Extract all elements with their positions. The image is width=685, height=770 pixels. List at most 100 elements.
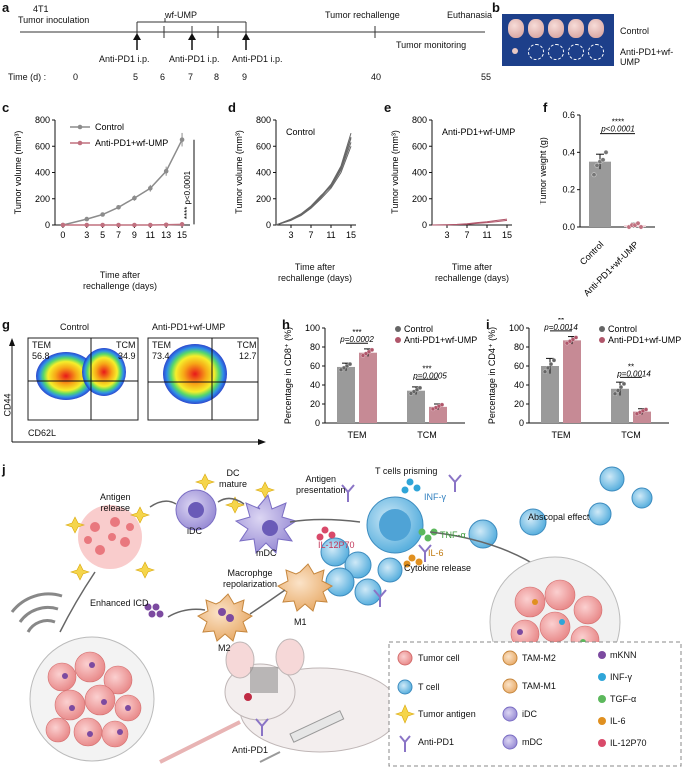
mdc-cell: [234, 493, 298, 555]
panel-f-label: f: [543, 100, 548, 115]
legend-t-cell: T cell: [418, 682, 440, 692]
legend-marker: [395, 337, 401, 343]
flow-title-treated: Anti-PD1+wf-UMP: [152, 322, 226, 332]
y-tick-label: 800: [412, 115, 427, 125]
legend-idc: iDC: [522, 709, 537, 719]
individual-curve: [275, 146, 352, 226]
panel-h-label: h: [282, 317, 290, 332]
text-macrophage: Macrophge repolarization: [223, 568, 278, 589]
legend-mdc: mDC: [522, 737, 543, 747]
flow-plot-treated: [147, 337, 259, 421]
chart-title: Anti-PD1+wf-UMP: [442, 127, 515, 137]
data-point: [84, 216, 90, 222]
event-euthanasia: Euthanasia: [447, 10, 493, 20]
legend-icons: [395, 650, 606, 752]
panel-g-label: g: [2, 317, 10, 332]
text-m1: M1: [294, 617, 307, 627]
data-point: [60, 222, 66, 228]
legend-anti-pd1: Anti-PD1: [418, 737, 455, 747]
chart-cd4: 0 20 40 60 80 100 Percentage in CD4⁺ (%) TEM TCM…: [487, 318, 681, 440]
flow-tcm-label: TCM: [237, 340, 257, 350]
individual-curve: [275, 138, 352, 226]
tumor-sample-empty: [568, 44, 584, 60]
data-point: [116, 222, 121, 228]
data-point: [545, 365, 551, 371]
time-axis-label: Time (d) :: [8, 72, 47, 82]
flow-tem-label: TEM: [32, 340, 51, 350]
legend-tam-m1: TAM-M1: [522, 681, 556, 691]
y-tick-label: 400: [256, 168, 271, 178]
data-point: [100, 212, 105, 217]
legend-tumor-cell: Tumor cell: [418, 653, 460, 663]
tumor-sample: [528, 19, 544, 38]
event-monitoring: Tumor monitoring: [396, 40, 467, 50]
y-tick-label: 20: [514, 399, 524, 409]
legend-label: Anti-PD1+wf-UMP: [608, 335, 681, 345]
text-il6: IL-6: [428, 548, 444, 558]
text-abscopal: Abscopal effect: [528, 512, 590, 522]
significance-pvalue: p=0.0002: [339, 335, 374, 344]
y-tick-label: 800: [256, 115, 271, 125]
legend-box: [388, 641, 682, 767]
arrow-up-icon: [242, 33, 250, 50]
data-point: [551, 358, 557, 363]
tumor-sample-empty: [528, 44, 544, 60]
x-tick-label: TEM: [552, 430, 571, 440]
legend-marker: [599, 337, 605, 343]
chart-e-xlabel-2: rechallenge (days): [434, 273, 510, 283]
event-4t1: 4T1: [33, 4, 49, 14]
y-tick-label: 600: [35, 141, 50, 151]
tumor-sample: [588, 19, 604, 38]
t-cell-central: [366, 496, 424, 554]
text-m2: M2: [218, 643, 231, 653]
significance-pvalue: p=0.0005: [412, 371, 447, 380]
event-rechallenge: Tumor rechallenge: [325, 10, 400, 20]
data-point: [621, 381, 627, 386]
data-point: [600, 157, 606, 163]
flow-tcm-value: 12.7: [238, 351, 257, 361]
text-t-priming: T cells prisming: [375, 466, 438, 476]
event-treatment: wf-UMP: [165, 10, 197, 20]
tumor-antigen-icon: [65, 473, 275, 581]
tumor-mass-left: [29, 636, 155, 762]
x-tick-label: 15: [502, 230, 512, 240]
significance-stars: **: [628, 362, 634, 371]
legend-label: Anti-PD1+wf-UMP: [95, 138, 168, 148]
data-point: [132, 222, 137, 228]
bar: [407, 390, 425, 423]
y-tick-label: 0: [266, 220, 271, 230]
y-tick-label: 0: [315, 418, 320, 428]
data-point: [573, 335, 579, 340]
tumor-sample: [568, 19, 584, 38]
chart-treated-individual: 0 200 400 600 800 3 7 11 15 Tumor volume (mm³) Ant…: [390, 115, 515, 240]
legend-label: Control: [95, 122, 124, 132]
data-point: [369, 347, 375, 353]
chart-title: Control: [286, 127, 315, 137]
panel-a-timeline: [20, 18, 485, 50]
chart-cd8: 0 20 40 60 80 100 Percentage in CD8⁺ (%) TEM TCM…: [283, 323, 477, 440]
y-tick-label: 400: [35, 168, 50, 178]
y-axis-label: Percentage in CD4⁺ (%): [487, 327, 497, 424]
text-mdc: mDC: [256, 548, 277, 558]
tumor-sample: [508, 19, 524, 38]
bar: [589, 161, 611, 227]
significance-stars: ****: [612, 118, 624, 127]
y-axis-label: Tumor weight (g): [540, 137, 548, 205]
data-point: [347, 361, 353, 367]
text-dc-mature: DC mature: [219, 468, 248, 489]
mechanism-schematic: [10, 466, 682, 767]
tumor-sample: [548, 19, 564, 38]
text-infg: INF-γ: [424, 492, 446, 502]
data-point: [84, 222, 90, 228]
legend-label: Anti-PD1+wf-UMP: [404, 335, 477, 345]
x-tick-label: TCM: [417, 430, 437, 440]
y-tick-label: 0.0: [562, 222, 575, 232]
individual-curve: [275, 136, 352, 226]
anti-pd1-label-1: Anti-PD1 i.p.: [99, 54, 150, 64]
x-tick-label: TEM: [348, 430, 367, 440]
data-point: [116, 204, 121, 210]
significance-pvalue: p<0.0001: [600, 125, 635, 134]
antibody-icon: [255, 474, 462, 736]
x-tick-label: 5: [100, 230, 105, 240]
flow-tem-value: 73.4: [152, 351, 170, 361]
